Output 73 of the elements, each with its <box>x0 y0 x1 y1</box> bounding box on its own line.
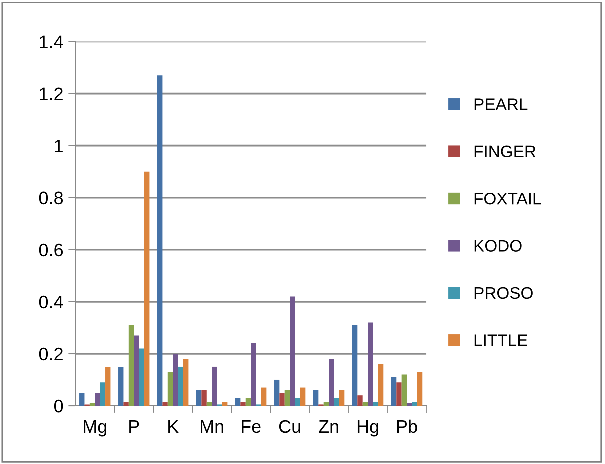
bar <box>313 390 319 406</box>
y-tick-label: 0.8 <box>39 192 64 205</box>
bar <box>144 172 150 406</box>
bar <box>358 396 363 406</box>
bar <box>290 296 296 406</box>
bar <box>183 359 189 406</box>
x-tick-label: P <box>130 420 140 433</box>
x-tick-label: Cu <box>279 420 300 434</box>
x-tick-label: K <box>168 420 179 433</box>
x-tick-label: Mn <box>201 420 224 433</box>
bar <box>417 372 423 406</box>
bar <box>274 380 280 406</box>
bar <box>196 390 202 406</box>
legend-label: PROSO <box>474 287 533 300</box>
bar <box>168 372 174 406</box>
bar <box>251 344 256 406</box>
y-tick-label: 0.2 <box>39 348 63 361</box>
bar <box>378 364 384 406</box>
bar <box>373 402 378 406</box>
x-tick-label: Mg <box>84 420 106 437</box>
bar <box>396 382 402 406</box>
bar <box>124 402 129 406</box>
bar <box>206 402 212 406</box>
legend-label: LITTLE <box>474 334 528 346</box>
bar <box>100 382 106 406</box>
legend-label: PEARL <box>474 98 528 110</box>
bar <box>246 398 252 406</box>
bar <box>300 388 306 406</box>
bar <box>240 402 246 406</box>
bar <box>80 392 85 406</box>
bar <box>261 388 267 406</box>
bar <box>280 392 285 406</box>
bar <box>329 359 334 406</box>
bar <box>212 366 218 406</box>
y-tick-label: 0.6 <box>39 244 64 257</box>
legend-label: FINGER <box>474 146 536 158</box>
bar <box>222 402 228 406</box>
bar <box>90 403 96 406</box>
bar <box>178 366 184 406</box>
bar <box>162 402 168 406</box>
bar <box>173 354 178 406</box>
bar <box>407 403 412 406</box>
legend-label: KODO <box>474 240 522 252</box>
bar <box>118 366 124 406</box>
y-tick-label: 0.4 <box>39 296 64 309</box>
bar <box>284 390 290 406</box>
y-tick-label: 0 <box>54 400 64 413</box>
x-tick-label: Pb <box>397 420 418 434</box>
bar <box>235 398 241 406</box>
x-tick-label: Zn <box>319 420 338 433</box>
bar <box>402 374 408 406</box>
bar <box>391 377 397 406</box>
bar <box>128 325 134 406</box>
bar <box>134 336 140 406</box>
bar <box>158 76 163 406</box>
y-tick-label: 1.2 <box>40 88 63 100</box>
bar <box>295 398 300 406</box>
bar <box>95 392 100 406</box>
y-tick-label: 1.4 <box>40 36 64 48</box>
y-tick-label: 1 <box>55 140 63 152</box>
bar <box>368 322 374 406</box>
bar <box>106 366 111 406</box>
bar <box>334 398 340 406</box>
bar <box>339 390 345 406</box>
bar <box>352 325 358 406</box>
bar <box>324 402 330 406</box>
bar <box>139 348 145 406</box>
bar <box>362 402 368 406</box>
bar <box>202 390 207 406</box>
x-tick-label: Fe <box>242 420 261 434</box>
legend-label: FOXTAIL <box>474 192 542 205</box>
x-tick-label: Hg <box>358 420 378 437</box>
bar <box>412 402 418 406</box>
